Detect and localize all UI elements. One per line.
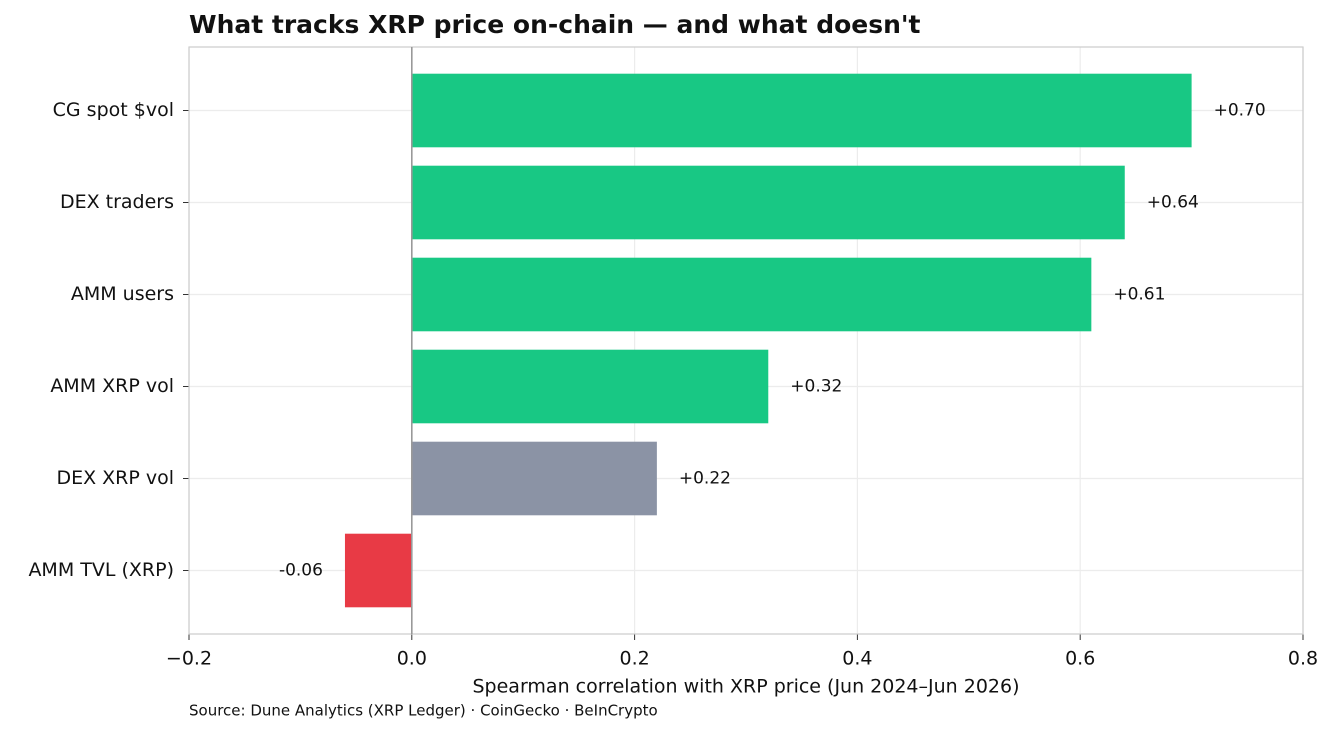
bar — [411, 165, 1125, 240]
x-tick-label: 0.8 — [1288, 648, 1318, 670]
y-tick-label: AMM users — [71, 283, 174, 305]
x-tick-label: −0.2 — [166, 648, 212, 670]
value-label: +0.22 — [679, 469, 731, 489]
y-tick-label: AMM TVL (XRP) — [28, 559, 174, 581]
value-label: +0.64 — [1147, 193, 1199, 213]
x-axis-label: Spearman correlation with XRP price (Jun… — [472, 676, 1019, 698]
value-label: +0.32 — [790, 377, 842, 397]
y-tick-label: DEX XRP vol — [56, 467, 174, 489]
x-tick-label: 0.4 — [842, 648, 872, 670]
value-label: +0.61 — [1113, 285, 1165, 305]
bar — [411, 73, 1192, 148]
bar — [411, 349, 769, 424]
x-tick-label: 0.6 — [1065, 648, 1095, 670]
value-label: -0.06 — [279, 561, 323, 581]
y-tick-label: CG spot $vol — [53, 99, 174, 121]
x-tick-label: 0.0 — [397, 648, 427, 670]
y-tick-label: DEX traders — [60, 191, 174, 213]
bar — [411, 257, 1092, 332]
chart-title: What tracks XRP price on-chain — and wha… — [189, 10, 921, 39]
source: Source: Dune Analytics (XRP Ledger) · Co… — [189, 702, 658, 720]
x-tick-label: 0.2 — [619, 648, 649, 670]
bar — [344, 533, 412, 608]
bar — [411, 441, 657, 516]
plot-frame — [188, 46, 1304, 635]
value-label: +0.70 — [1214, 101, 1266, 121]
y-tick-label: AMM XRP vol — [50, 375, 174, 397]
